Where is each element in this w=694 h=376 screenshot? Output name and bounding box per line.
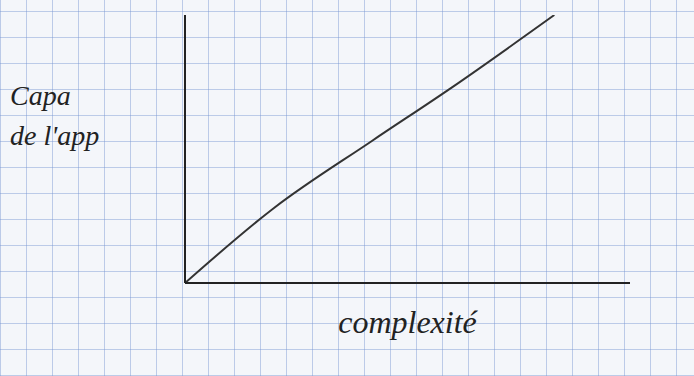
svg-text:complexité: complexité xyxy=(338,304,478,340)
svg-text:Capade l'app: Capade l'app xyxy=(10,80,99,151)
